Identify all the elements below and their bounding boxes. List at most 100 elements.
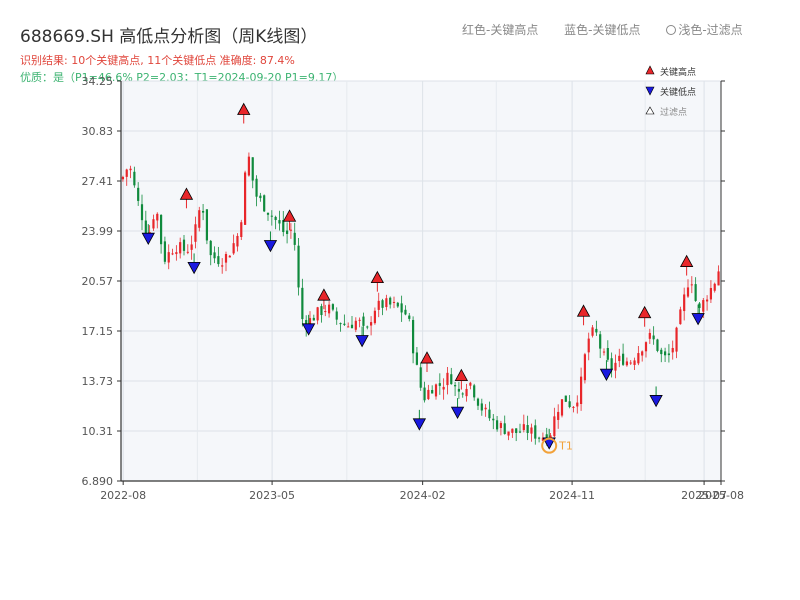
candle-body [488, 409, 491, 419]
candle-body [415, 352, 419, 365]
candle-body [434, 384, 438, 397]
candle-body [686, 287, 690, 297]
candle-body [358, 319, 361, 321]
candle-body [717, 271, 720, 286]
candle-body [702, 300, 705, 312]
candle-body [156, 213, 159, 221]
key-high-marker [317, 288, 331, 301]
candle-body [144, 220, 147, 234]
candle-body [381, 300, 384, 308]
candle-body [259, 195, 262, 199]
candle-body [289, 229, 293, 231]
candle-body [159, 214, 163, 245]
x-tick-label: 2025-08 [698, 489, 744, 502]
candle-body [213, 252, 216, 259]
candle-body [660, 349, 663, 355]
candle-body [633, 360, 636, 365]
x-tick-label: 2024-11 [549, 489, 595, 502]
legend-low-icon [645, 86, 655, 96]
candle-body [568, 401, 571, 408]
candle-body [457, 388, 461, 392]
key-high-marker [370, 270, 385, 284]
candle-body [301, 287, 304, 320]
candle-body [251, 157, 254, 181]
y-tick-label: 27.41 [82, 175, 114, 188]
candle-body [392, 301, 396, 303]
candle-body [335, 311, 338, 320]
candle-body [541, 437, 545, 441]
key-low-marker [599, 368, 614, 381]
candle-body [610, 358, 613, 370]
markers-layer: T1 [141, 102, 705, 454]
candle-body [560, 399, 564, 416]
candle-body [179, 242, 182, 254]
legend-filtered-icon [645, 106, 655, 115]
candle-body [285, 230, 289, 234]
candle-body [400, 303, 403, 313]
candle-body [675, 327, 678, 352]
key-high-marker [420, 351, 434, 364]
candle-body [484, 407, 487, 410]
key-low-marker [355, 335, 369, 348]
candle-body [679, 309, 682, 325]
candle-body [236, 235, 239, 247]
candle-body [583, 354, 587, 381]
top-legend-blue: 蓝色-关键低点 [564, 23, 641, 37]
candle-body [698, 303, 701, 308]
key-high-marker [282, 209, 297, 222]
candle-body [270, 215, 273, 217]
candle-body [366, 326, 369, 328]
candle-body [411, 319, 415, 354]
candle-body [129, 168, 132, 171]
candle-body [171, 253, 174, 255]
key-high-marker [237, 102, 251, 115]
candle-body [602, 351, 606, 353]
key-low-marker [450, 406, 465, 419]
candle-body [205, 209, 209, 241]
candle-body [663, 351, 667, 356]
candle-body [537, 437, 541, 439]
candle-body [396, 302, 399, 307]
candle-body [469, 382, 472, 386]
candle-body [209, 240, 212, 256]
candle-body [492, 418, 495, 421]
candle-body [201, 210, 205, 213]
key-high-marker [179, 187, 194, 200]
candle-body [385, 298, 388, 308]
candle-body [419, 367, 422, 388]
candle-body [194, 224, 197, 242]
y-tick-label: 23.99 [82, 225, 114, 238]
candle-body [625, 361, 629, 366]
key-low-marker [649, 395, 663, 408]
legend-high-icon [645, 65, 655, 75]
candle-body [648, 332, 651, 339]
y-tick-label: 17.15 [82, 325, 114, 338]
candle-body [518, 431, 522, 433]
key-high-marker [454, 368, 469, 381]
candle-body [148, 232, 151, 234]
candle-body [671, 347, 674, 353]
candle-body [503, 423, 506, 434]
candle-body [224, 254, 228, 263]
candle-body [175, 252, 178, 255]
candle-body [243, 172, 247, 225]
candle-body [316, 307, 319, 321]
candle-body [522, 424, 525, 431]
candle-body [564, 395, 567, 402]
key-low-marker [141, 232, 155, 245]
candle-body [327, 304, 331, 314]
candle-body [606, 348, 609, 360]
candle-body [652, 335, 655, 340]
top-legend-red: 红色-关键高点 [462, 23, 539, 37]
candle-body [480, 403, 483, 411]
y-tick-label: 34.25 [82, 75, 114, 88]
top-legend: 红色-关键高点 蓝色-关键低点 浅色-过滤点 [462, 21, 765, 38]
candle-body [438, 383, 441, 386]
candle-body [331, 304, 335, 310]
legend-filtered-label: 过滤点 [660, 106, 687, 118]
candle-body [591, 327, 594, 336]
candle-body [595, 328, 598, 333]
candle-body [461, 393, 464, 395]
candle-body [526, 425, 529, 433]
candle-body [404, 309, 407, 315]
